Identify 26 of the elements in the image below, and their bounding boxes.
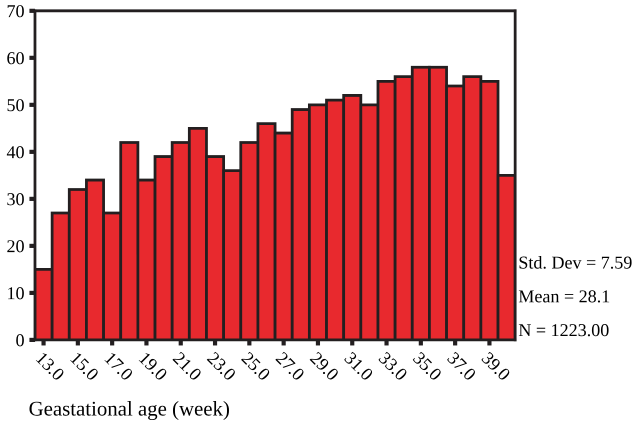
y-tick-label: 30: [7, 193, 24, 206]
x-tick-label: 21.0: [172, 351, 202, 382]
x-tick-label: 15.0: [70, 352, 100, 382]
x-tick-label: 19.0: [138, 352, 168, 382]
y-tick-label: 0: [16, 334, 24, 346]
x-tick-label: 31.0: [344, 351, 374, 382]
text: N = 1223.00: [518, 324, 609, 336]
text: Std. Dev = 7.59: [520, 256, 632, 269]
y-tick-label: 70: [8, 5, 24, 18]
y-tick-label: 20: [7, 240, 24, 252]
text: Mean = 28.1: [518, 290, 610, 303]
x-tick-label: 13.0: [36, 352, 66, 382]
y-tick-label: 10: [8, 287, 24, 300]
x-tick-label: 27.0: [275, 351, 306, 382]
y-tick-label: 40: [6, 146, 24, 158]
x-tick-label: 29.0: [309, 351, 340, 382]
x-axis-title: Geastational age (week): [29, 401, 229, 420]
x-tick-label: 33.0: [378, 351, 408, 382]
y-tick-label: 50: [8, 99, 24, 112]
x-tick-label: 37.0: [446, 351, 477, 382]
x-tick-label: 35.0: [412, 351, 442, 382]
x-tick-label: 39.0: [481, 351, 511, 382]
y-tick-label: 60: [7, 52, 24, 64]
x-tick-label: 17.0: [104, 352, 134, 382]
x-tick-label: 23.0: [206, 351, 237, 382]
x-tick-label: 25.0: [240, 351, 271, 382]
